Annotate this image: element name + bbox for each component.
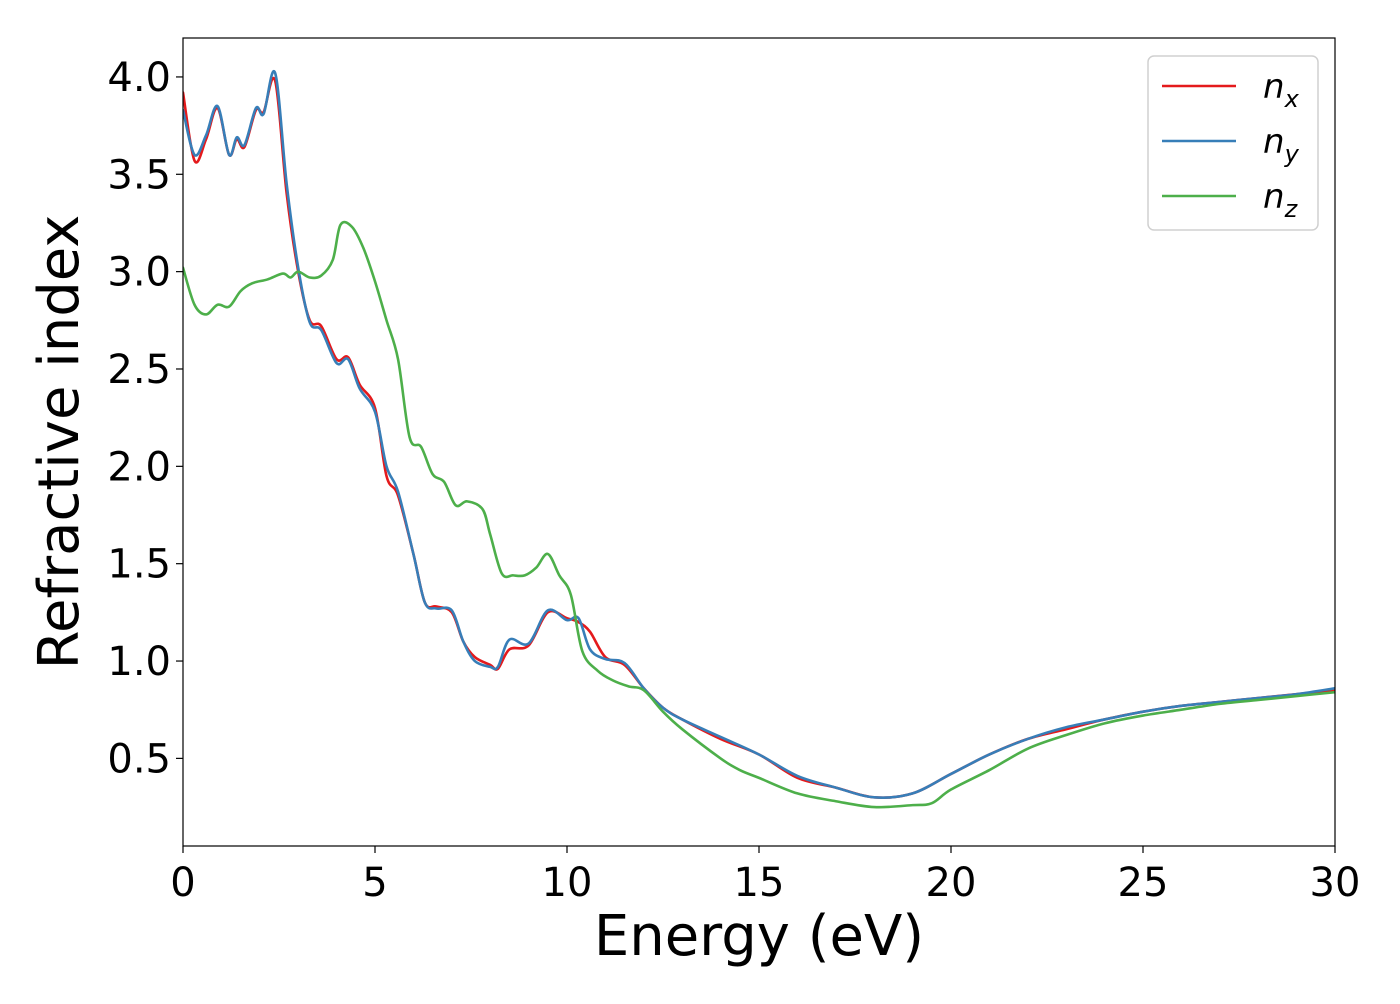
x-tick-label: 20 <box>926 860 977 906</box>
y-tick-label: 3.0 <box>107 250 171 296</box>
legend-label-z: nz <box>1263 177 1299 223</box>
legend-label-subscript: z <box>1284 195 1299 223</box>
x-axis-title: Energy (eV) <box>594 904 924 969</box>
y-tick-label: 2.0 <box>107 444 171 490</box>
y-tick-label: 1.0 <box>107 639 171 685</box>
x-tick-label: 30 <box>1310 860 1361 906</box>
x-tick-label: 0 <box>170 860 195 906</box>
legend-label-subscript: x <box>1284 85 1300 113</box>
series-line-z <box>183 220 1335 809</box>
legend-label-x: nx <box>1263 67 1300 113</box>
y-tick-label: 1.5 <box>107 542 171 588</box>
legend-label-main: n <box>1263 122 1285 162</box>
plot-frame <box>182 37 1336 847</box>
y-tick-label: 3.5 <box>107 152 171 198</box>
series-lines <box>183 69 1335 809</box>
x-tick-label: 10 <box>542 860 593 906</box>
legend-label-subscript: y <box>1284 140 1300 168</box>
legend-label-main: n <box>1263 177 1285 217</box>
x-tick-label: 15 <box>734 860 785 906</box>
legend-label-main: n <box>1263 67 1285 107</box>
y-axis-ticks: 0.5 1.0 1.5 2.0 2.5 3.0 3.5 4.0 <box>107 55 183 782</box>
legend-label-y: ny <box>1263 122 1300 168</box>
x-tick-label: 25 <box>1118 860 1169 906</box>
y-tick-label: 2.5 <box>107 347 171 393</box>
legend-box <box>1147 55 1319 231</box>
x-tick-label: 5 <box>362 860 387 906</box>
y-axis-title: Refractive index <box>27 215 92 670</box>
series-line-y <box>183 69 1335 799</box>
y-tick-label: 4.0 <box>107 55 171 101</box>
y-tick-label: 0.5 <box>107 736 171 782</box>
x-axis-ticks: 0 5 10 15 20 25 30 <box>170 846 1360 906</box>
